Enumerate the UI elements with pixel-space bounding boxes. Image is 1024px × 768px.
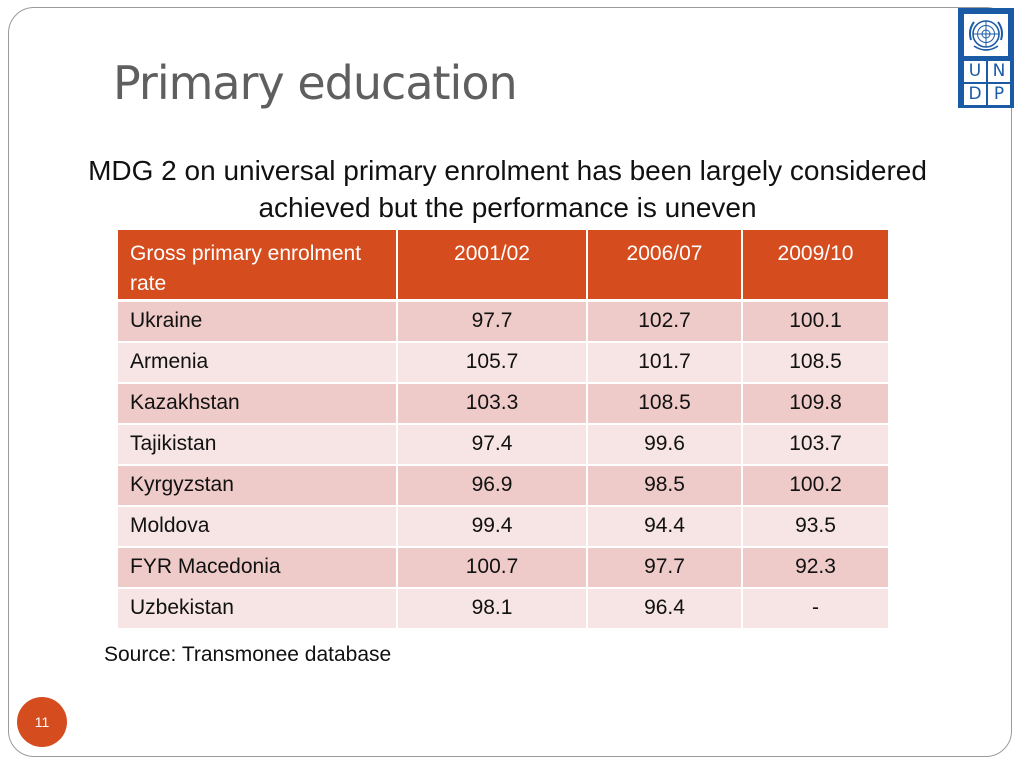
table-row: Kyrgyzstan 96.9 98.5 100.2 [116,463,890,507]
value-cell: 98.5 [586,463,743,507]
value-cell: 93.5 [741,504,890,548]
value-cell: 96.9 [396,463,588,507]
value-cell: 102.7 [586,299,743,343]
value-cell: 97.4 [396,422,588,466]
table-row: FYR Macedonia 100.7 97.7 92.3 [116,545,890,589]
undp-logo: U N D P [958,8,1014,108]
value-cell: 103.3 [396,381,588,425]
value-cell: 103.7 [741,422,890,466]
value-cell: 97.7 [396,299,588,343]
enrolment-table: Gross primary enrolment rate 2001/02 200… [116,230,890,630]
slide-subtitle: MDG 2 on universal primary enrolment has… [88,155,927,223]
value-cell: 101.7 [586,340,743,384]
table-row: Kazakhstan 103.3 108.5 109.8 [116,381,890,425]
value-cell: 94.4 [586,504,743,548]
un-emblem-icon [964,14,1008,56]
country-cell: Tajikistan [116,422,398,466]
header-cell: Gross primary enrolment rate [116,230,398,302]
table-row: Moldova 99.4 94.4 93.5 [116,504,890,548]
table-header-row: Gross primary enrolment rate 2001/02 200… [116,230,890,302]
header-cell: 2001/02 [396,230,588,302]
table-row: Uzbekistan 98.1 96.4 - [116,586,890,630]
logo-letter-u: U [964,61,986,82]
header-cell: 2006/07 [586,230,743,302]
table-row: Ukraine 97.7 102.7 100.1 [116,299,890,343]
value-cell: 100.2 [741,463,890,507]
value-cell: - [741,586,890,630]
source-note: Source: Transmonee database [104,643,392,666]
value-cell: 99.6 [586,422,743,466]
value-cell: 92.3 [741,545,890,589]
logo-letter-d: D [964,84,986,105]
value-cell: 97.7 [586,545,743,589]
page-number-badge: 11 [17,697,67,747]
value-cell: 96.4 [586,586,743,630]
country-cell: Moldova [116,504,398,548]
header-cell: 2009/10 [741,230,890,302]
country-cell: Kyrgyzstan [116,463,398,507]
value-cell: 105.7 [396,340,588,384]
value-cell: 100.1 [741,299,890,343]
country-cell: Ukraine [116,299,398,343]
value-cell: 99.4 [396,504,588,548]
country-cell: FYR Macedonia [116,545,398,589]
table-row: Armenia 105.7 101.7 108.5 [116,340,890,384]
slide-title: Primary education [113,56,518,110]
country-cell: Armenia [116,340,398,384]
logo-letter-p: P [988,84,1010,105]
table-row: Tajikistan 97.4 99.6 103.7 [116,422,890,466]
country-cell: Kazakhstan [116,381,398,425]
value-cell: 100.7 [396,545,588,589]
country-cell: Uzbekistan [116,586,398,630]
value-cell: 109.8 [741,381,890,425]
value-cell: 108.5 [741,340,890,384]
value-cell: 108.5 [586,381,743,425]
value-cell: 98.1 [396,586,588,630]
logo-letter-n: N [988,61,1010,82]
